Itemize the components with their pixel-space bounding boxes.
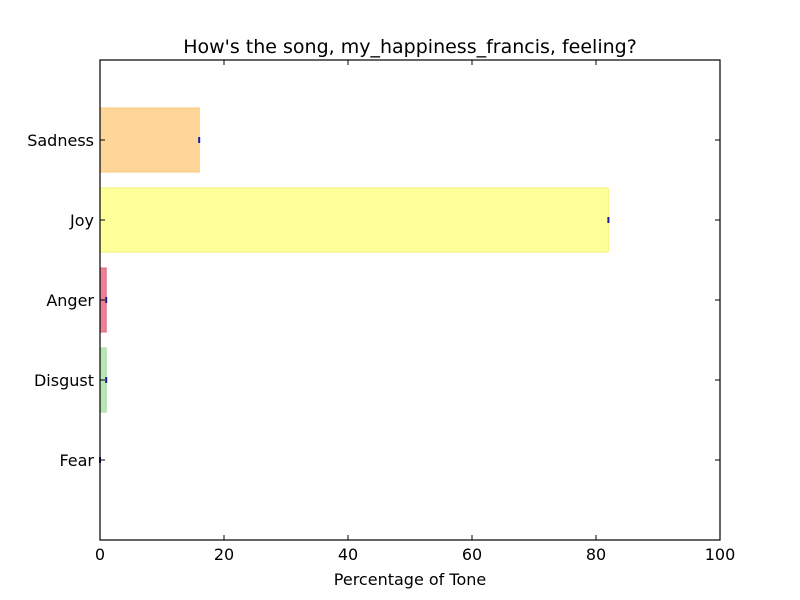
y-tick-label-disgust: Disgust [34,371,94,390]
y-tick-label-joy: Joy [69,211,94,230]
x-tick-label-60: 60 [462,545,482,564]
x-tick-label-40: 40 [338,545,358,564]
x-axis-label: Percentage of Tone [334,570,486,589]
y-tick-label-fear: Fear [59,451,94,470]
x-tick-label-80: 80 [586,545,606,564]
chart-title: How's the song, my_happiness_francis, fe… [183,36,637,58]
bars-layer [99,107,610,463]
ticks-layer: Fear Disgust Anger Joy Sadness 0 20 40 60 80 100 [27,60,735,564]
y-tick-label-anger: Anger [46,291,94,310]
x-tick-label-20: 20 [214,545,234,564]
bar-sadness [99,107,200,173]
x-tick-label-100: 100 [705,545,736,564]
x-tick-label-0: 0 [95,545,105,564]
bar-joy [99,187,609,253]
y-tick-label-sadness: Sadness [27,131,94,150]
